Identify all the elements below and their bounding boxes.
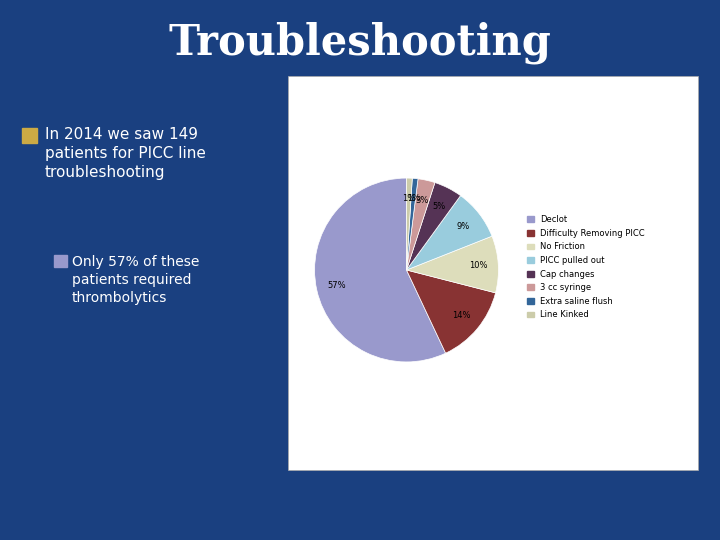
Wedge shape	[407, 178, 413, 270]
Bar	[54, 255, 67, 267]
Text: 57%: 57%	[327, 281, 346, 290]
Text: 1%: 1%	[402, 194, 415, 203]
Wedge shape	[407, 183, 461, 270]
Wedge shape	[407, 195, 492, 270]
Wedge shape	[407, 236, 498, 293]
Wedge shape	[407, 179, 435, 270]
Legend: Declot, Difficulty Removing PICC, No Friction, PICC pulled out, Cap changes, 3 c: Declot, Difficulty Removing PICC, No Fri…	[526, 214, 646, 320]
Text: 5%: 5%	[433, 201, 446, 211]
Wedge shape	[315, 178, 446, 362]
FancyBboxPatch shape	[288, 76, 698, 470]
Text: In 2014 we saw 149
patients for PICC line
troubleshooting: In 2014 we saw 149 patients for PICC lin…	[45, 127, 205, 180]
Text: 14%: 14%	[452, 311, 471, 320]
Wedge shape	[407, 178, 418, 270]
Text: Only 57% of these
patients required
thrombolytics: Only 57% of these patients required thro…	[72, 255, 199, 305]
Text: 9%: 9%	[456, 221, 469, 231]
Text: 3%: 3%	[415, 195, 429, 205]
Text: 10%: 10%	[469, 261, 487, 270]
Text: Troubleshooting: Troubleshooting	[168, 22, 552, 64]
Text: 1%: 1%	[407, 194, 420, 203]
Bar	[22, 128, 37, 143]
Wedge shape	[407, 270, 495, 353]
